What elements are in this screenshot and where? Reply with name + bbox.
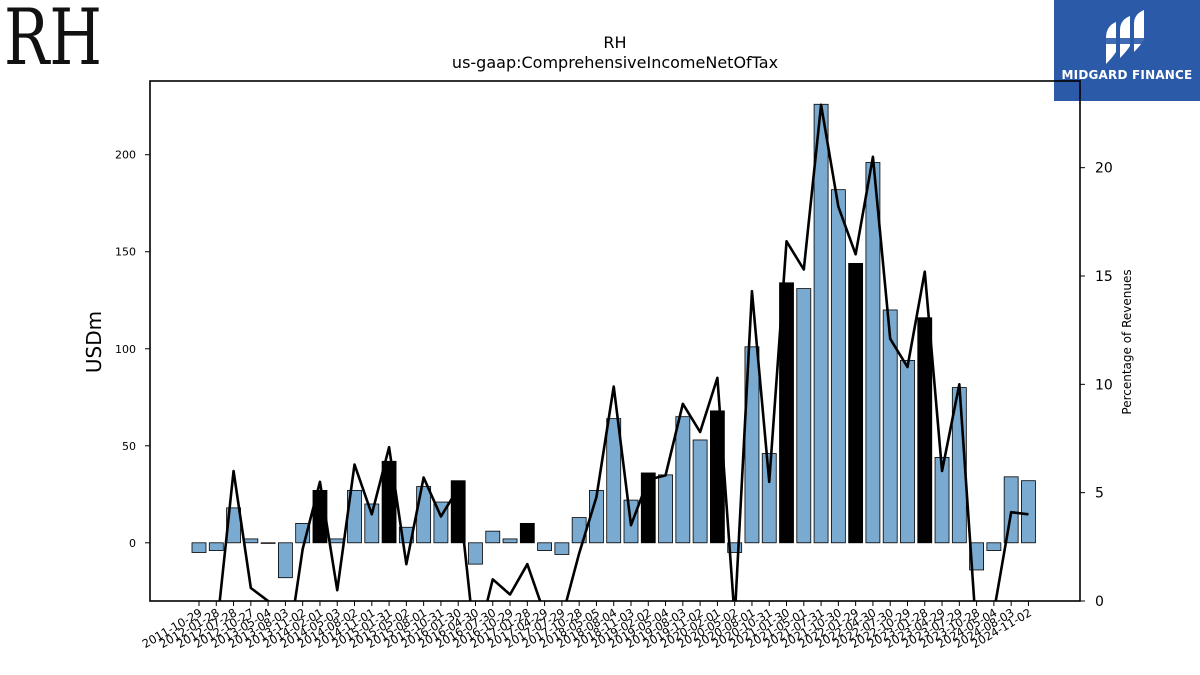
bar xyxy=(537,542,552,551)
y-axis-right-label: Percentage of Revenues xyxy=(1120,269,1134,414)
brand-logo-text: RH xyxy=(4,0,102,70)
bar xyxy=(364,503,380,544)
bar xyxy=(917,317,933,544)
axes: 050100150200051015202011-10-292012-01-28… xyxy=(115,80,1113,651)
bar xyxy=(658,474,673,544)
partner-logo-mark-icon xyxy=(1104,10,1148,64)
bar xyxy=(606,418,622,544)
y-tick-label: 0 xyxy=(129,537,136,550)
bar xyxy=(848,262,864,544)
bar xyxy=(986,542,1002,551)
y-tick-label: 100 xyxy=(115,343,136,356)
bar xyxy=(1021,480,1036,544)
bar xyxy=(640,472,656,544)
y-right-tick-label: 10 xyxy=(1095,377,1113,393)
bar xyxy=(277,542,293,579)
y-right-tick-label: 20 xyxy=(1095,161,1113,177)
bar xyxy=(502,538,518,544)
bar xyxy=(554,542,570,555)
y-right-tick-label: 0 xyxy=(1095,594,1104,610)
bar xyxy=(519,522,535,544)
bar xyxy=(468,542,483,565)
bar xyxy=(416,486,432,544)
partner-name: MIDGARD FINANCE xyxy=(1061,68,1193,82)
bar xyxy=(900,359,915,544)
brand-logo: RH xyxy=(4,0,104,83)
bar xyxy=(208,542,224,551)
bar-group xyxy=(191,103,1036,579)
series-line xyxy=(218,103,1029,601)
bar xyxy=(692,439,708,544)
y-right-tick-label: 5 xyxy=(1095,486,1104,502)
line-group xyxy=(218,103,1029,601)
y-axis-label: USDm xyxy=(82,311,106,373)
chart-title: RH xyxy=(603,33,626,52)
bar xyxy=(191,542,207,553)
y-tick-label: 50 xyxy=(122,440,136,453)
bar xyxy=(813,103,829,544)
bar xyxy=(675,416,691,544)
partner-logo: MIDGARD FINANCE xyxy=(1054,0,1200,101)
bar xyxy=(260,542,276,544)
y-tick-label: 200 xyxy=(115,149,136,162)
bar xyxy=(485,530,501,544)
bar xyxy=(969,542,984,571)
bar xyxy=(796,288,812,544)
y-right-tick-label: 15 xyxy=(1095,269,1113,285)
y-tick-label: 150 xyxy=(115,246,136,259)
chart-subtitle: us-gaap:ComprehensiveIncomeNetOfTax xyxy=(452,53,778,72)
bar xyxy=(882,309,898,544)
bar xyxy=(727,542,743,553)
bar xyxy=(329,538,345,544)
bar xyxy=(830,189,846,544)
bar xyxy=(761,453,777,544)
bar xyxy=(243,538,259,544)
bar xyxy=(779,282,794,544)
plot-frame xyxy=(149,80,1081,602)
